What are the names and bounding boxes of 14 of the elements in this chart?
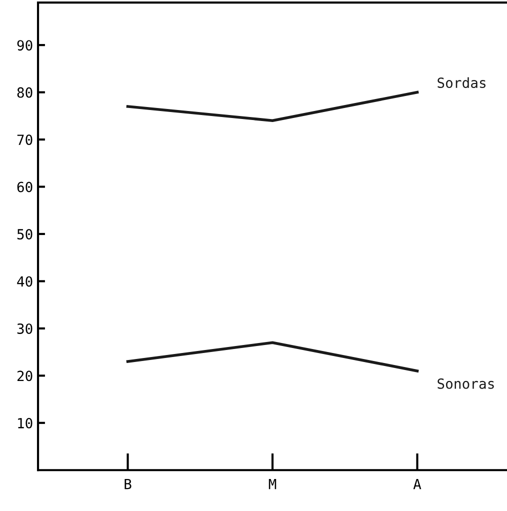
x-tick-label: B <box>124 478 132 490</box>
y-tick-label: 30 <box>17 323 32 334</box>
y-tick-label: 20 <box>17 370 32 382</box>
y-tick-label: 10 <box>18 418 32 428</box>
y-tick-label: 70 <box>17 134 32 146</box>
series-label: Sordas <box>438 77 486 88</box>
y-tick-label: 40 <box>17 276 32 287</box>
y-tick-label: 60 <box>17 182 32 192</box>
x-tick-label: M <box>268 478 276 490</box>
y-tick-label: 80 <box>17 87 32 98</box>
y-tick-label: 50 <box>17 228 32 240</box>
x-tick-label: A <box>413 478 422 490</box>
y-tick-label: 90 <box>17 40 32 51</box>
series-label: Sonoras <box>438 378 494 389</box>
